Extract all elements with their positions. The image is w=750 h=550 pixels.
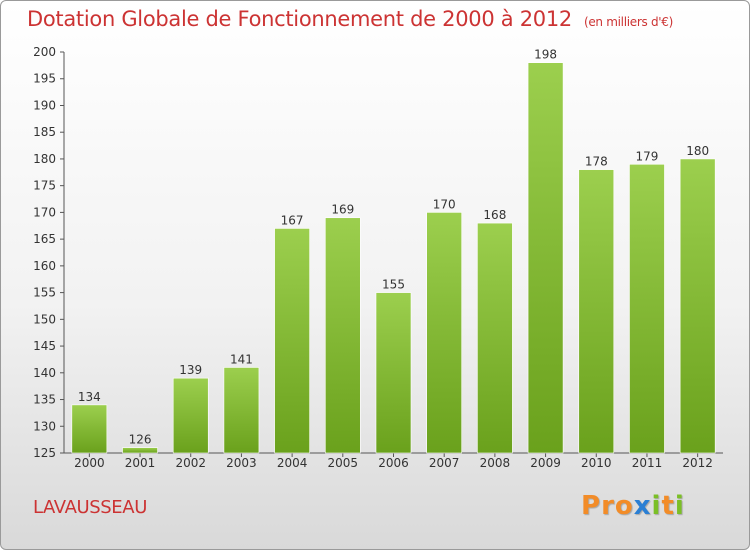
y-tick-label: 185 [33, 125, 56, 139]
x-tick-label: 2006 [378, 456, 409, 470]
y-tick-label: 190 [33, 98, 56, 112]
title-text: Dotation Globale de Fonctionnement de 20… [27, 7, 572, 31]
x-tick-label: 2005 [328, 456, 359, 470]
bar [578, 169, 615, 454]
data-label: 155 [382, 278, 405, 292]
bar [527, 62, 564, 454]
y-tick-label: 130 [33, 419, 56, 433]
logo-letter: x [633, 491, 652, 521]
chart-title: Dotation Globale de Fonctionnement de 20… [27, 7, 673, 31]
x-tick-label: 2004 [277, 456, 308, 470]
data-label: 170 [433, 197, 456, 211]
bar [375, 292, 412, 454]
x-tick-label: 2002 [175, 456, 206, 470]
x-tick-label: 2001 [125, 456, 156, 470]
logo-letter: o [614, 491, 634, 521]
axes: 125 130 135 140 145 150 155 160 165 170 175 180 185 1… [33, 45, 723, 470]
data-label: 134 [78, 390, 101, 404]
bar [223, 367, 260, 454]
x-tick-label: 2008 [480, 456, 511, 470]
x-tick-label: 2007 [429, 456, 460, 470]
logo-letter: r [601, 491, 615, 521]
data-label: 168 [483, 208, 506, 222]
logo-letter: i [674, 491, 685, 521]
y-tick-label: 175 [33, 179, 56, 193]
commune-name: LAVAUSSEAU [33, 497, 147, 518]
y-tick-label: 140 [33, 366, 56, 380]
x-tick-label: 2000 [74, 456, 105, 470]
y-tick-label: 200 [33, 45, 56, 59]
logo-letter: P [581, 491, 602, 521]
data-label: 169 [331, 203, 354, 217]
bars: 134 126 139 141 167 169 155 170 168 198 178 179 180 [71, 48, 716, 454]
data-label: 198 [534, 48, 557, 62]
bar [477, 222, 513, 454]
y-tick-label: 125 [33, 446, 56, 460]
x-tick-label: 2012 [682, 456, 713, 470]
y-tick-label: 135 [33, 393, 56, 407]
data-label: 126 [129, 433, 152, 447]
bar [679, 158, 716, 454]
bar [629, 163, 665, 454]
title-unit: (en milliers d'€) [583, 15, 673, 29]
y-tick-label: 195 [33, 72, 56, 86]
logo-letter: i [651, 491, 662, 521]
y-tick-label: 160 [33, 259, 56, 273]
data-label: 178 [585, 155, 608, 169]
data-label: 179 [636, 149, 659, 163]
data-label: 141 [230, 352, 253, 366]
bar [122, 447, 158, 454]
bar [71, 404, 108, 454]
data-label: 167 [281, 213, 304, 227]
bar [426, 212, 462, 454]
y-tick-label: 150 [33, 312, 56, 326]
y-tick-label: 180 [33, 152, 56, 166]
x-tick-label: 2009 [530, 456, 561, 470]
y-tick-label: 155 [33, 286, 56, 300]
data-label: 139 [179, 363, 202, 377]
y-tick-label: 170 [33, 205, 56, 219]
bar [172, 377, 209, 454]
bar [274, 228, 310, 454]
x-tick-label: 2003 [226, 456, 257, 470]
data-label: 180 [686, 144, 709, 158]
logo-letter: t [661, 491, 675, 521]
x-tick-label: 2010 [581, 456, 612, 470]
proxiti-logo: Proxiti [581, 491, 685, 521]
x-tick-label: 2011 [632, 456, 663, 470]
bar [325, 217, 361, 454]
y-tick-label: 145 [33, 339, 56, 353]
y-tick-label: 165 [33, 232, 56, 246]
